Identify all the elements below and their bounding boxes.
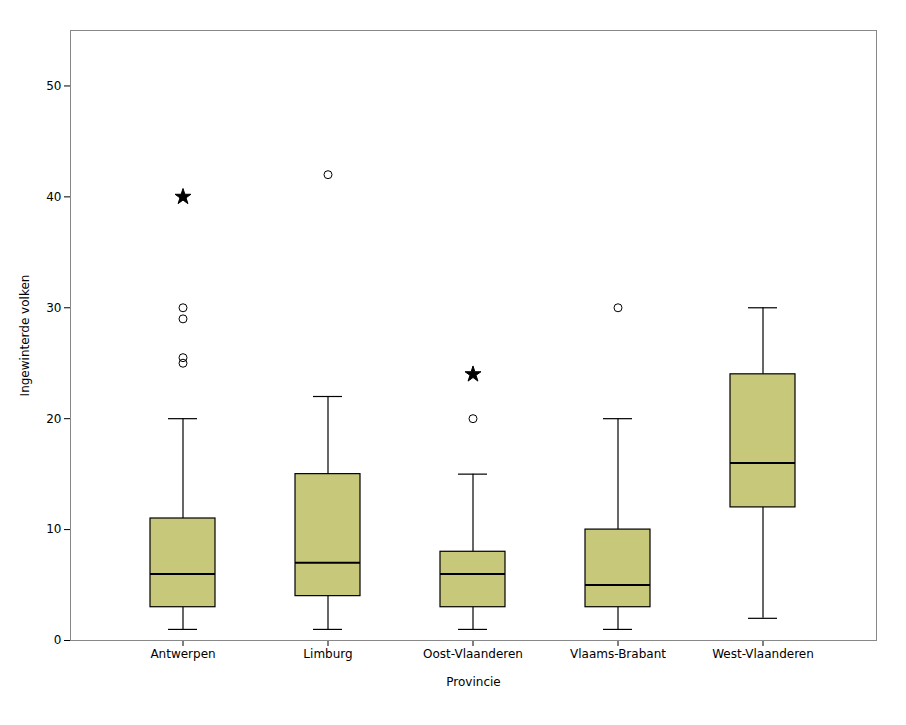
svg-text:Oost-Vlaanderen: Oost-Vlaanderen xyxy=(423,647,523,661)
svg-text:Limburg: Limburg xyxy=(303,647,352,661)
svg-text:Vlaams-Brabant: Vlaams-Brabant xyxy=(570,647,666,661)
svg-text:20: 20 xyxy=(46,412,61,426)
svg-text:0: 0 xyxy=(54,633,62,647)
svg-text:West-Vlaanderen: West-Vlaanderen xyxy=(712,647,814,661)
svg-text:10: 10 xyxy=(46,522,61,536)
svg-text:40: 40 xyxy=(46,190,61,204)
svg-text:Provincie: Provincie xyxy=(446,675,500,689)
svg-text:30: 30 xyxy=(46,301,61,315)
svg-text:50: 50 xyxy=(46,79,61,93)
svg-text:Ingewinterde volken: Ingewinterde volken xyxy=(18,275,32,397)
svg-text:Antwerpen: Antwerpen xyxy=(150,647,215,661)
